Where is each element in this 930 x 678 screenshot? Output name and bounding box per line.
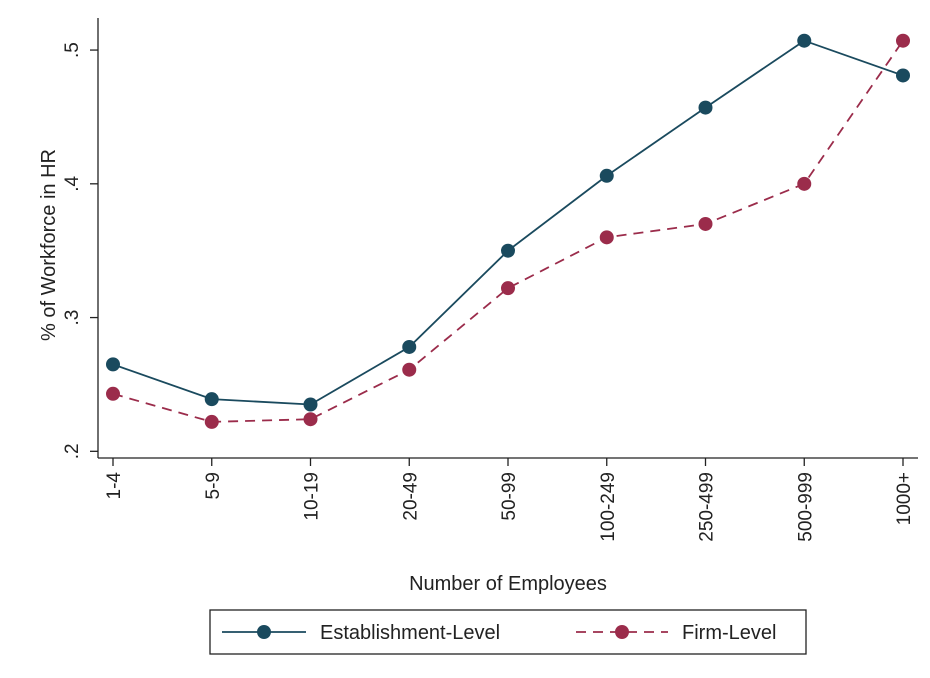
establishment-point xyxy=(896,68,910,83)
establishment-point xyxy=(204,392,219,407)
y-tick-label: .4 xyxy=(62,175,83,191)
establishment-point xyxy=(698,100,713,115)
x-tick-label: 100-249 xyxy=(598,472,619,542)
x-axis-title: Number of Employees xyxy=(409,573,607,595)
establishment-line xyxy=(112,39,904,406)
legend: Establishment-Level Firm-Level xyxy=(209,609,807,655)
firm-point xyxy=(797,176,812,191)
y-tick-label: .3 xyxy=(62,310,83,326)
x-tick-label: 50-99 xyxy=(499,472,520,521)
firm-point xyxy=(402,362,417,377)
series-layer xyxy=(106,33,910,429)
establishment-point xyxy=(599,168,614,183)
axes: .2 .3 .4 .5 1-4 5-9 10-19 20-49 50-99 100-249 250-… xyxy=(62,18,918,542)
establishment-point xyxy=(303,397,318,412)
establishment-point xyxy=(797,33,812,48)
firm-point xyxy=(501,281,515,296)
legend-box xyxy=(209,609,807,655)
firm-point xyxy=(896,33,910,48)
firm-point xyxy=(303,412,318,427)
y-tick-label: .2 xyxy=(62,443,83,459)
x-tick-label: 250-499 xyxy=(697,472,718,542)
y-axis-title: % of Workforce in HR xyxy=(38,149,60,341)
legend-establishment-marker xyxy=(257,625,271,639)
x-tick-label: 20-49 xyxy=(400,472,421,521)
x-tick-label: 10-19 xyxy=(302,472,323,521)
establishment-point xyxy=(106,357,120,372)
firm-point xyxy=(698,216,713,231)
firm-point xyxy=(599,230,614,245)
firm-line xyxy=(112,40,904,423)
establishment-point xyxy=(402,339,417,354)
firm-point xyxy=(106,386,120,401)
establishment-point xyxy=(501,243,515,258)
firm-point xyxy=(204,414,219,429)
legend-firm-label: Firm-Level xyxy=(682,622,776,644)
x-tick-label: 1000+ xyxy=(894,472,915,525)
x-tick-label: 1-4 xyxy=(104,472,125,500)
legend-establishment-label: Establishment-Level xyxy=(320,622,500,644)
legend-entries: Establishment-Level Firm-Level xyxy=(222,622,776,644)
x-tick-label: 5-9 xyxy=(203,472,224,499)
legend-firm-marker xyxy=(615,625,629,639)
x-tick-label: 500-999 xyxy=(795,472,816,542)
y-tick-label: .5 xyxy=(62,42,83,58)
